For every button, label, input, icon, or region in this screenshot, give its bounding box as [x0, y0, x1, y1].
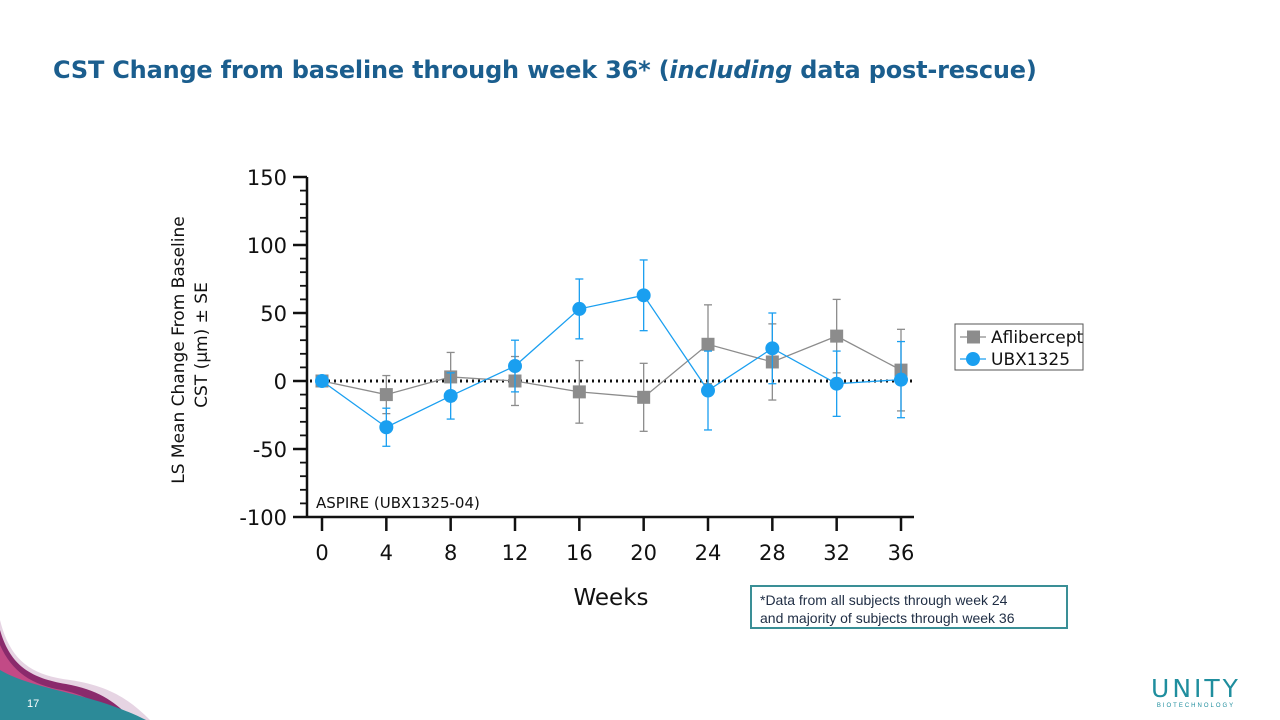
- x-tick-label: 8: [444, 541, 457, 565]
- data-point: [637, 390, 651, 404]
- x-axis-title: Weeks: [574, 585, 649, 611]
- data-point: [572, 301, 587, 316]
- y-axis-title-line1: LS Mean Change From Baseline: [169, 216, 189, 483]
- y-tick-label: 0: [274, 370, 287, 394]
- chart-axes: 150 100 50 0 -50 -100 0 4 8 12 16 20 24 28 32 36: [239, 166, 914, 565]
- footnote-box: *Data from all subjects through week 24 …: [750, 585, 1068, 629]
- data-point: [636, 288, 651, 303]
- data-point: [894, 372, 908, 387]
- data-point: [701, 383, 715, 398]
- data-point: [572, 385, 586, 399]
- y-tick-label: -50: [253, 438, 287, 462]
- x-tick-label: 28: [759, 541, 786, 565]
- logo-text: UNITY: [1151, 674, 1241, 703]
- y-tick-label: -100: [239, 506, 287, 530]
- footnote-line-2: and majority of subjects through week 36: [760, 610, 1015, 626]
- data-point: [829, 376, 844, 391]
- data-point: [379, 420, 394, 435]
- x-tick-label: 12: [502, 541, 529, 565]
- legend-label: UBX1325: [991, 350, 1070, 370]
- data-point: [701, 337, 715, 351]
- x-tick-label: 24: [695, 541, 722, 565]
- data-point: [443, 388, 458, 403]
- unity-logo: UNITY BIOTECHNOLOGY: [1146, 674, 1246, 710]
- x-tick-label: 20: [630, 541, 657, 565]
- legend-marker: [966, 352, 980, 366]
- x-tick-label: 32: [823, 541, 850, 565]
- data-point: [830, 329, 844, 343]
- data-point: [765, 341, 780, 356]
- series-line: [321, 294, 902, 428]
- legend-label: Aflibercept: [991, 328, 1084, 348]
- series-ubx1325: [315, 259, 908, 447]
- series-aflibercept: [315, 298, 908, 432]
- footnote-line-1: *Data from all subjects through week 24: [760, 592, 1008, 608]
- chart-annotation: ASPIRE (UBX1325-04): [316, 494, 480, 512]
- slide-title: CST Change from baseline through week 36…: [53, 56, 1037, 84]
- legend-marker: [967, 330, 980, 344]
- data-point: [379, 388, 393, 402]
- corner-decoration: [0, 620, 150, 720]
- page-number: 17: [27, 698, 40, 710]
- data-point: [508, 359, 522, 374]
- data-point: [315, 374, 329, 388]
- y-axis-title-line2: CST (µm) ± SE: [192, 282, 212, 408]
- logo-subtext: BIOTECHNOLOGY: [1156, 703, 1236, 709]
- x-tick-label: 0: [315, 541, 328, 565]
- y-tick-label: 50: [260, 302, 287, 326]
- series-line: [321, 335, 902, 398]
- y-tick-label: 100: [247, 234, 287, 258]
- x-tick-label: 16: [566, 541, 593, 565]
- series-group: [315, 259, 908, 447]
- x-tick-label: 36: [888, 541, 915, 565]
- y-tick-label: 150: [247, 166, 287, 190]
- x-tick-label: 4: [380, 541, 393, 565]
